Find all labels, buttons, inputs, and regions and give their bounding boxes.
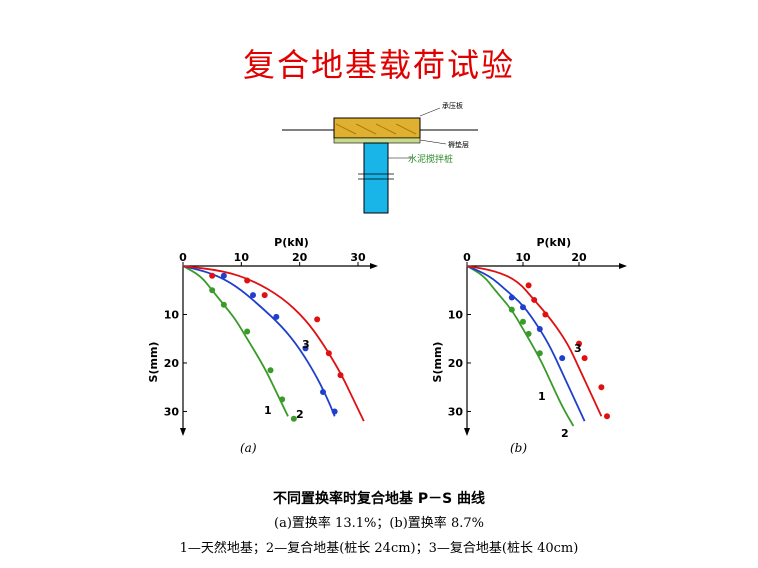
data-point [525, 330, 532, 337]
x-axis-label: P(kN) [274, 236, 309, 249]
cushion-layer [333, 137, 421, 144]
chart-panel-a: 0 10 20 30 10 20 30 P(kN) S(mm) 1 2 3 (a) [147, 236, 378, 455]
figure-legend: 1—天然地基；2—复合地基(桩长 24cm)；3—复合地基(桩长 40cm) [179, 541, 579, 556]
data-point [302, 345, 309, 352]
data-point [576, 340, 582, 347]
figure-caption: 不同置换率时复合地基 P－S 曲线 [272, 491, 486, 507]
y-tick-label: 20 [448, 357, 464, 370]
series-line-1 [466, 265, 575, 427]
plate-hatch [355, 123, 377, 135]
data-point [508, 306, 515, 313]
bearing-plate [333, 117, 421, 139]
slide-title: 复合地基载荷试验 [242, 46, 515, 84]
x-axis-arrow [619, 263, 627, 269]
data-point [279, 396, 286, 403]
data-point [209, 287, 216, 294]
curve-label: 1 [538, 390, 546, 403]
y-axis-arrow [464, 428, 470, 436]
pile-diagram: 承压板 褥垫层 水泥搅拌桩 [282, 101, 478, 214]
data-point [273, 313, 280, 320]
data-point [320, 389, 326, 396]
panel-label: (a) [240, 441, 257, 455]
x-tick-label: 0 [463, 251, 471, 264]
data-point [220, 301, 227, 308]
data-point [290, 415, 297, 422]
data-point [581, 355, 588, 362]
y-axis-label: S(mm) [147, 342, 160, 383]
data-point [261, 292, 268, 299]
data-point [244, 277, 251, 284]
data-point [536, 326, 543, 333]
curve-label: 1 [264, 404, 272, 417]
y-axis-arrow [180, 428, 186, 436]
data-point [598, 384, 605, 391]
data-point [337, 372, 344, 379]
x-axis-arrow [370, 263, 378, 269]
x-tick-label: 0 [179, 251, 187, 264]
data-point [525, 282, 532, 289]
x-tick-label: 20 [292, 251, 308, 264]
data-point [250, 292, 256, 299]
data-point [244, 328, 251, 335]
data-point [209, 272, 216, 279]
series-line-3 [466, 265, 603, 417]
pile-label: 水泥搅拌桩 [408, 153, 453, 165]
y-tick-label: 30 [164, 405, 180, 418]
plate-leader [419, 107, 441, 117]
data-point [325, 350, 332, 357]
pile [363, 142, 389, 214]
curve-label: 2 [561, 427, 569, 440]
series-line-2 [466, 265, 586, 422]
cushion-leader [419, 139, 447, 145]
plate-hatch [375, 123, 397, 135]
x-axis-label: P(kN) [536, 236, 571, 249]
data-point [559, 355, 566, 362]
data-point [331, 408, 338, 415]
data-point [508, 294, 515, 301]
x-tick-label: 30 [350, 251, 366, 264]
curve-label: 3 [302, 338, 310, 351]
y-tick-label: 10 [448, 308, 464, 321]
series-line-3 [182, 265, 365, 422]
x-tick-label: 10 [515, 251, 531, 264]
data-point [520, 304, 526, 311]
chart-panel-b: 0 10 20 10 20 30 P(kN) S(mm) 1 2 3 (b) [431, 236, 627, 455]
data-point [314, 316, 321, 323]
curve-label: 2 [296, 408, 304, 421]
data-point [542, 311, 549, 318]
data-point [267, 367, 274, 374]
data-point [604, 413, 610, 420]
y-tick-label: 10 [164, 308, 180, 321]
y-tick-label: 20 [164, 357, 180, 370]
y-axis-label: S(mm) [431, 342, 444, 383]
curve-label: 3 [574, 342, 582, 355]
plate-hatch [335, 123, 357, 135]
plate-label: 承压板 [442, 101, 463, 110]
data-point [520, 318, 526, 325]
x-tick-label: 10 [234, 251, 250, 264]
data-point [531, 296, 538, 303]
series-line-2 [182, 265, 336, 417]
series-line-1 [182, 265, 289, 417]
cushion-label: 褥垫层 [448, 140, 469, 149]
plate-hatch [395, 123, 417, 135]
figure-subcaption: (a)置换率 13.1%；(b)置换率 8.7% [274, 516, 484, 531]
data-point [220, 272, 227, 279]
y-tick-label: 30 [448, 405, 464, 418]
data-point [536, 350, 543, 357]
x-tick-label: 20 [571, 251, 587, 264]
panel-label: (b) [510, 441, 527, 455]
